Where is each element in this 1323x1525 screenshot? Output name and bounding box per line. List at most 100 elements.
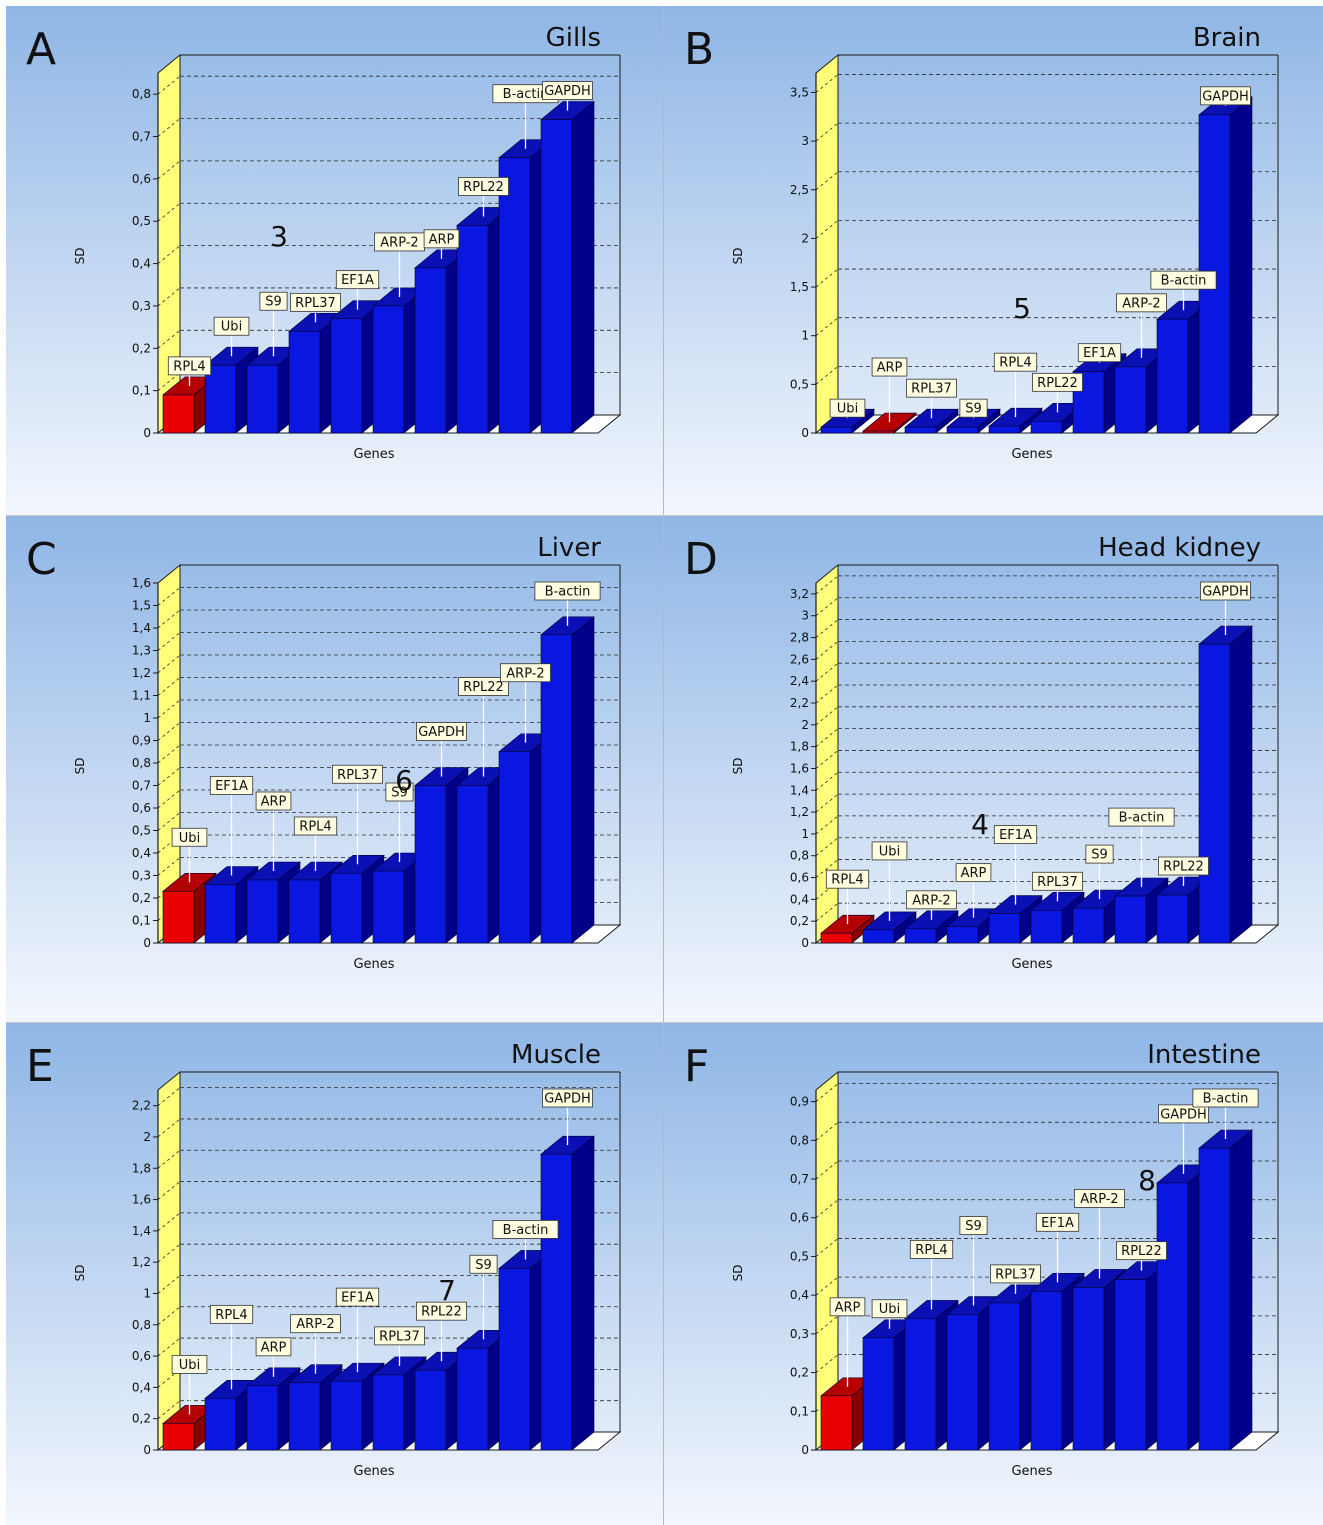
- y-tick-label: 0,1: [132, 384, 151, 398]
- svg-text:RPL4: RPL4: [215, 1308, 247, 1323]
- side-gridline: [815, 122, 839, 142]
- gene-label-rpl4: RPL4: [825, 869, 870, 925]
- svg-text:EF1A: EF1A: [1041, 1216, 1074, 1231]
- side-gridline: [815, 619, 839, 638]
- x-axis-label: Genes: [1011, 447, 1052, 462]
- y-tick-label: 0,6: [132, 172, 151, 186]
- side-gridline: [157, 1149, 181, 1169]
- gene-label-rpl37: RPL37: [906, 378, 957, 419]
- side-gridline: [815, 1315, 839, 1335]
- y-tick-label: 0,5: [790, 1249, 809, 1263]
- svg-text:EF1A: EF1A: [341, 1291, 374, 1306]
- panel-letter: A: [26, 24, 56, 75]
- gene-label-s9: S9: [385, 782, 414, 862]
- y-axis-label: SD: [731, 248, 745, 265]
- side-gridline: [157, 372, 181, 391]
- panel-a: 0 0,1 0,2 0,3 0,4 0,5 0,6 0,7 0,8 RPL4 Ubi S9 RPL37 E…: [6, 6, 663, 515]
- side-gridline: [815, 74, 839, 93]
- side-gridline: [815, 1122, 839, 1141]
- svg-text:RPL22: RPL22: [463, 180, 504, 195]
- gene-label-arp: ARP: [871, 357, 908, 423]
- y-tick-label: 0,2: [132, 891, 151, 905]
- svg-text:Ubi: Ubi: [837, 402, 858, 417]
- side-gridline: [815, 575, 839, 595]
- svg-text:RPL37: RPL37: [337, 768, 378, 783]
- gene-label-ef1a: EF1A: [335, 1287, 380, 1373]
- gene-label-rpl37: RPL37: [332, 764, 383, 865]
- svg-text:GAPDH: GAPDH: [1202, 585, 1249, 600]
- y-tick-label: 1: [143, 1286, 151, 1300]
- svg-text:ARP: ARP: [261, 795, 287, 810]
- y-tick-label: 0,4: [790, 1288, 809, 1302]
- chart-f: 0 0,1 0,2 0,3 0,4 0,5 0,6 0,7 0,8 0,9 ARP Ubi RPL4 S9…: [664, 1023, 1323, 1525]
- chart-title: Intestine: [1147, 1040, 1261, 1070]
- side-gridline: [815, 662, 839, 682]
- side-gridline: [157, 329, 181, 349]
- y-tick-label: 0,5: [132, 824, 151, 838]
- gene-label-ef1a: EF1A: [335, 270, 380, 310]
- svg-text:S9: S9: [391, 786, 408, 801]
- y-tick-label: 2: [801, 718, 809, 732]
- side-gridline: [157, 287, 181, 307]
- gene-label-gapdh: GAPDH: [1158, 1104, 1209, 1174]
- svg-text:Ubi: Ubi: [879, 1302, 900, 1317]
- y-tick-label: 1,8: [790, 740, 809, 754]
- chart-d: 0 0,2 0,4 0,6 0,8 1 1,2 1,4 1,6 1,8 2 2,2 2,4 2,6 2,8 3…: [664, 516, 1323, 1022]
- y-tick-label: 2,8: [790, 631, 809, 645]
- panel-letter: E: [26, 1041, 54, 1092]
- y-tick-label: 1,2: [132, 1255, 151, 1269]
- svg-text:B-actin: B-actin: [545, 585, 591, 600]
- annotation-number: 8: [1138, 1164, 1156, 1197]
- svg-text:RPL4: RPL4: [915, 1243, 947, 1258]
- y-tick-label: 0: [801, 1443, 809, 1457]
- side-gridline: [815, 750, 839, 769]
- svg-text:RPL4: RPL4: [831, 873, 863, 888]
- side-gridline: [815, 597, 839, 617]
- y-tick-label: 0,4: [132, 257, 151, 271]
- y-tick-label: 0,1: [132, 914, 151, 928]
- gene-label-ubi: Ubi: [171, 827, 208, 883]
- y-tick-label: 0,8: [132, 756, 151, 770]
- side-gridline: [157, 722, 181, 741]
- gene-label-arp-2: ARP-2: [374, 232, 425, 297]
- svg-text:ARP: ARP: [961, 866, 987, 881]
- side-gridline: [157, 1337, 181, 1357]
- side-gridline: [157, 834, 181, 854]
- gene-label-b-actin: B-actin: [492, 1220, 559, 1260]
- gene-label-arp: ARP: [255, 1337, 292, 1377]
- annotation-number: 7: [438, 1274, 456, 1307]
- y-tick-label: 0,6: [132, 801, 151, 815]
- y-tick-label: 1,6: [132, 1193, 151, 1207]
- side-gridline: [157, 789, 181, 809]
- side-gridline: [157, 1243, 181, 1263]
- gene-label-gapdh: GAPDH: [542, 1088, 593, 1146]
- svg-text:ARP: ARP: [261, 1340, 287, 1355]
- y-tick-label: 1,4: [790, 783, 809, 797]
- y-tick-label: 3,2: [790, 587, 809, 601]
- side-gridline: [157, 160, 181, 180]
- gene-label-ef1a: EF1A: [1035, 1212, 1080, 1283]
- y-tick-label: 2: [143, 1130, 151, 1144]
- panel-divider-vertical: [663, 6, 664, 1525]
- y-tick-label: 1,6: [132, 576, 151, 590]
- y-axis-label: SD: [73, 1265, 87, 1282]
- gene-label-rpl4: RPL4: [909, 1239, 954, 1310]
- gene-label-rpl4: RPL4: [167, 356, 212, 386]
- gene-label-arp-2: ARP-2: [1116, 293, 1167, 358]
- panel-e: 0 0,2 0,4 0,6 0,8 1 1,2 1,4 1,6 1,8 2 2,2 Ubi RPL4 ARP…: [6, 1023, 663, 1525]
- svg-text:ARP: ARP: [877, 361, 903, 376]
- y-tick-label: 1,4: [132, 1224, 151, 1238]
- side-gridline: [815, 1199, 839, 1219]
- y-tick-label: 0,5: [132, 214, 151, 228]
- y-tick-label: 0,3: [132, 869, 151, 883]
- y-tick-label: 0,6: [790, 1211, 809, 1225]
- y-tick-label: 0,7: [132, 130, 151, 144]
- gene-label-rpl37: RPL37: [374, 1326, 425, 1366]
- svg-text:ARP-2: ARP-2: [912, 893, 950, 908]
- side-gridline: [157, 654, 181, 674]
- side-gridline: [157, 1275, 181, 1294]
- side-gridline: [815, 793, 839, 813]
- y-tick-label: 0,9: [790, 1095, 809, 1109]
- gene-label-rpl4: RPL4: [993, 352, 1038, 418]
- side-gridline: [157, 118, 181, 137]
